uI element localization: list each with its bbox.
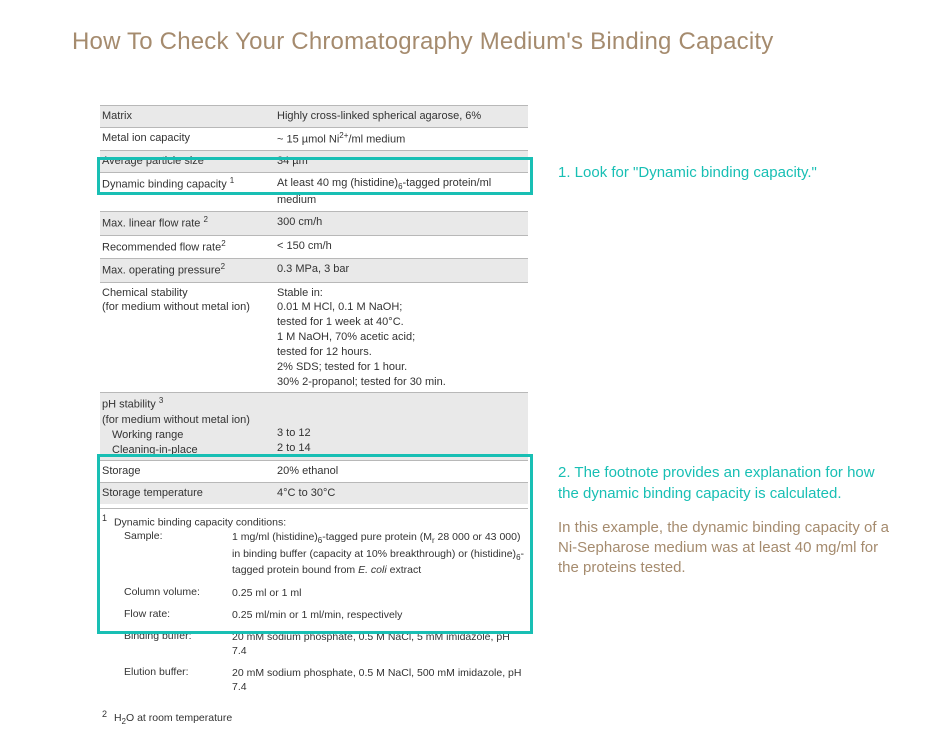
footnote-row: Elution buffer:20 mM sodium phosphate, 0… — [102, 666, 526, 694]
table-row: Chemical stability(for medium without me… — [100, 282, 528, 393]
footnote-value: 20 mM sodium phosphate, 0.5 M NaCl, 500 … — [232, 666, 526, 694]
footnote-value: 20 mM sodium phosphate, 0.5 M NaCl, 5 mM… — [232, 630, 526, 658]
footnote-row: Sample:1 mg/ml (histidine)6-tagged pure … — [102, 530, 526, 578]
spec-value: 0.3 MPa, 3 bar — [275, 259, 528, 283]
spec-key: Chemical stability(for medium without me… — [100, 282, 275, 393]
footnote-row: Column volume:0.25 ml or 1 ml — [102, 586, 526, 600]
footnote-key: Sample: — [102, 530, 232, 578]
table-row: Storage temperature4°C to 30°C — [100, 483, 528, 504]
table-row: Average particle size34 µm — [100, 151, 528, 173]
spec-value: Highly cross-linked spherical agarose, 6… — [275, 106, 528, 128]
spec-value: 300 cm/h — [275, 212, 528, 236]
footnote-row: Binding buffer:20 mM sodium phosphate, 0… — [102, 630, 526, 658]
spec-key: Storage temperature — [100, 483, 275, 504]
footnote-key: Flow rate: — [102, 608, 232, 622]
table-row: Dynamic binding capacity 1At least 40 mg… — [100, 173, 528, 212]
footnote-marker-1: 1 — [102, 513, 107, 523]
footnote-row: Flow rate:0.25 ml/min or 1 ml/min, respe… — [102, 608, 526, 622]
spec-key: pH stability 3(for medium without metal … — [100, 393, 275, 461]
footnote-value: 0.25 ml or 1 ml — [232, 586, 526, 600]
footnote-1-title: Dynamic binding capacity conditions: — [114, 517, 286, 529]
table-row: pH stability 3(for medium without metal … — [100, 393, 528, 461]
spec-key: Storage — [100, 461, 275, 483]
page-title: How To Check Your Chromatography Medium'… — [72, 28, 773, 56]
spec-value: 3 to 122 to 14 — [275, 393, 528, 461]
footnote-marker-2: 2 — [102, 709, 107, 719]
spec-key: Recommended flow rate2 — [100, 235, 275, 259]
spec-key: Max. linear flow rate 2 — [100, 212, 275, 236]
spec-value: 34 µm — [275, 151, 528, 173]
spec-value: 20% ethanol — [275, 461, 528, 483]
callout-2: 2. The footnote provides an explanation … — [558, 463, 898, 504]
footnote-key: Column volume: — [102, 586, 232, 600]
spec-value: At least 40 mg (histidine)6-tagged prote… — [275, 173, 528, 212]
table-row: Max. linear flow rate 2300 cm/h — [100, 212, 528, 236]
spec-table: MatrixHighly cross-linked spherical agar… — [100, 105, 528, 504]
callouts: 1. Look for "Dynamic binding capacity." … — [558, 163, 898, 579]
spec-key: Average particle size — [100, 151, 275, 173]
spec-key: Dynamic binding capacity 1 — [100, 173, 275, 212]
callout-3: In this example, the dynamic binding cap… — [558, 518, 898, 579]
footnote-2: 2 H2O at room temperature — [100, 705, 528, 730]
table-row: Max. operating pressure20.3 MPa, 3 bar — [100, 259, 528, 283]
spec-value: 4°C to 30°C — [275, 483, 528, 504]
table-row: Metal ion capacity~ 15 µmol Ni2+/ml medi… — [100, 127, 528, 151]
footnotes: 1 Dynamic binding capacity conditions: S… — [100, 508, 528, 730]
table-row: Storage20% ethanol — [100, 461, 528, 483]
footnote-2-text: H2O at room temperature — [114, 712, 232, 724]
footnote-value: 1 mg/ml (histidine)6-tagged pure protein… — [232, 530, 526, 578]
spec-key: Matrix — [100, 106, 275, 128]
table-row: Recommended flow rate2< 150 cm/h — [100, 235, 528, 259]
footnote-value: 0.25 ml/min or 1 ml/min, respectively — [232, 608, 526, 622]
spec-key: Max. operating pressure2 — [100, 259, 275, 283]
spec-value: < 150 cm/h — [275, 235, 528, 259]
footnote-key: Binding buffer: — [102, 630, 232, 658]
callout-1: 1. Look for "Dynamic binding capacity." — [558, 163, 898, 183]
footnote-1: 1 Dynamic binding capacity conditions: S… — [100, 508, 528, 704]
spec-value: Stable in:0.01 M HCl, 0.1 M NaOH;tested … — [275, 282, 528, 393]
footnote-key: Elution buffer: — [102, 666, 232, 694]
table-row: MatrixHighly cross-linked spherical agar… — [100, 106, 528, 128]
spec-value: ~ 15 µmol Ni2+/ml medium — [275, 127, 528, 151]
spec-key: Metal ion capacity — [100, 127, 275, 151]
